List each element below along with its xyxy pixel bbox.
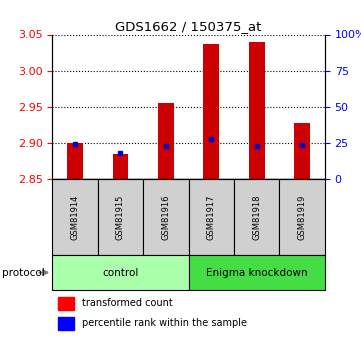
Text: GSM81919: GSM81919 (298, 195, 307, 240)
Text: GSM81915: GSM81915 (116, 195, 125, 240)
Bar (189, 255, 325, 290)
Bar (98, 179, 143, 255)
Bar (189, 179, 234, 255)
Bar (52, 255, 189, 290)
Bar (67, 143, 83, 179)
Title: GDS1662 / 150375_at: GDS1662 / 150375_at (116, 20, 262, 33)
Bar (279, 179, 325, 255)
Bar (234, 179, 279, 255)
Text: control: control (102, 268, 139, 277)
Bar (52, 179, 98, 255)
Text: GSM81917: GSM81917 (207, 195, 216, 240)
Bar (158, 104, 174, 179)
Bar (143, 179, 189, 255)
Text: transformed count: transformed count (82, 298, 173, 308)
Bar (294, 123, 310, 179)
Text: GSM81916: GSM81916 (161, 195, 170, 240)
Text: Enigma knockdown: Enigma knockdown (206, 268, 308, 277)
Bar (58, 317, 74, 330)
Bar (203, 44, 219, 179)
Bar (113, 154, 129, 179)
Text: percentile rank within the sample: percentile rank within the sample (82, 318, 247, 328)
Bar (58, 296, 74, 310)
Text: GSM81918: GSM81918 (252, 195, 261, 240)
Text: protocol: protocol (3, 268, 45, 277)
Text: GSM81914: GSM81914 (70, 195, 79, 240)
Bar (249, 42, 265, 179)
